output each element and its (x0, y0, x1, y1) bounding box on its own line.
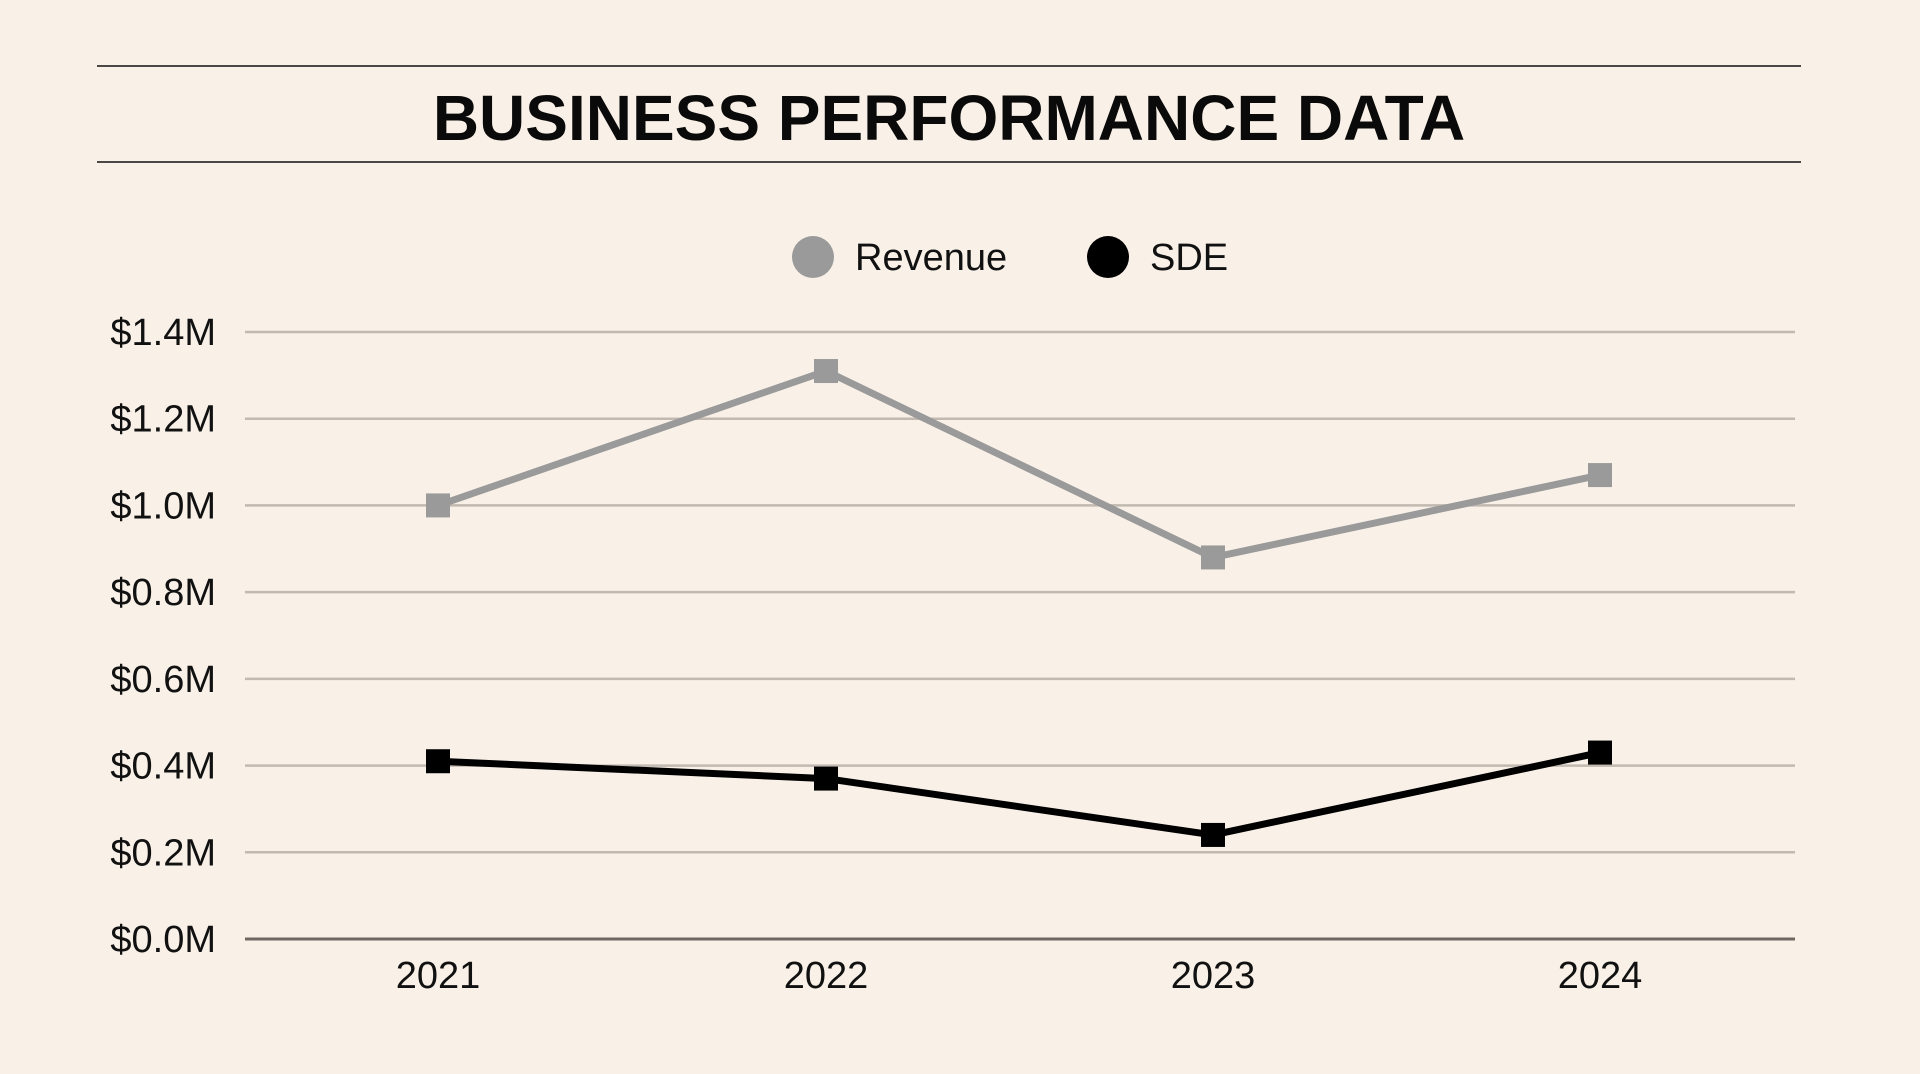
y-tick-label: $0.2M (110, 832, 216, 874)
series-line (437, 749, 1601, 839)
gridlines (245, 330, 1795, 941)
y-tick-label: $0.0M (110, 919, 216, 961)
x-axis: 2021 2022 2023 2024 (396, 955, 1643, 997)
data-point (426, 493, 450, 518)
data-point (1201, 822, 1225, 847)
data-point (1588, 740, 1612, 765)
legend-item-revenue: Revenue (792, 236, 1007, 279)
data-point (814, 766, 838, 791)
y-tick-label: $0.4M (110, 746, 216, 788)
data-point (814, 359, 838, 384)
y-tick-label: $0.8M (110, 572, 216, 614)
y-axis: $0.0M $0.2M $0.4M $0.6M $0.8M $1.0M $1.2M $1.4M (110, 312, 216, 961)
y-tick-label: $1.2M (110, 399, 216, 441)
legend-marker (1087, 236, 1129, 278)
legend-label: SDE (1150, 237, 1228, 279)
series-group (426, 359, 1612, 847)
data-point (1588, 463, 1612, 488)
x-tick-label: 2024 (1558, 955, 1643, 997)
y-tick-label: $0.6M (110, 659, 216, 701)
y-tick-label: $1.0M (110, 485, 216, 527)
series-line (436, 367, 1601, 561)
legend-item-sde: SDE (1087, 236, 1228, 279)
series-sde (426, 740, 1612, 847)
chart-title: BUSINESS PERFORMANCE DATA (433, 82, 1465, 154)
legend-marker (792, 236, 834, 278)
data-point (426, 749, 450, 774)
y-tick-label: $1.4M (110, 312, 216, 354)
series-revenue (426, 359, 1612, 570)
legend: Revenue SDE (792, 236, 1228, 279)
x-tick-label: 2022 (784, 955, 869, 997)
data-point (1201, 545, 1225, 570)
x-tick-label: 2021 (396, 955, 481, 997)
legend-label: Revenue (855, 237, 1007, 279)
x-tick-label: 2023 (1171, 955, 1256, 997)
